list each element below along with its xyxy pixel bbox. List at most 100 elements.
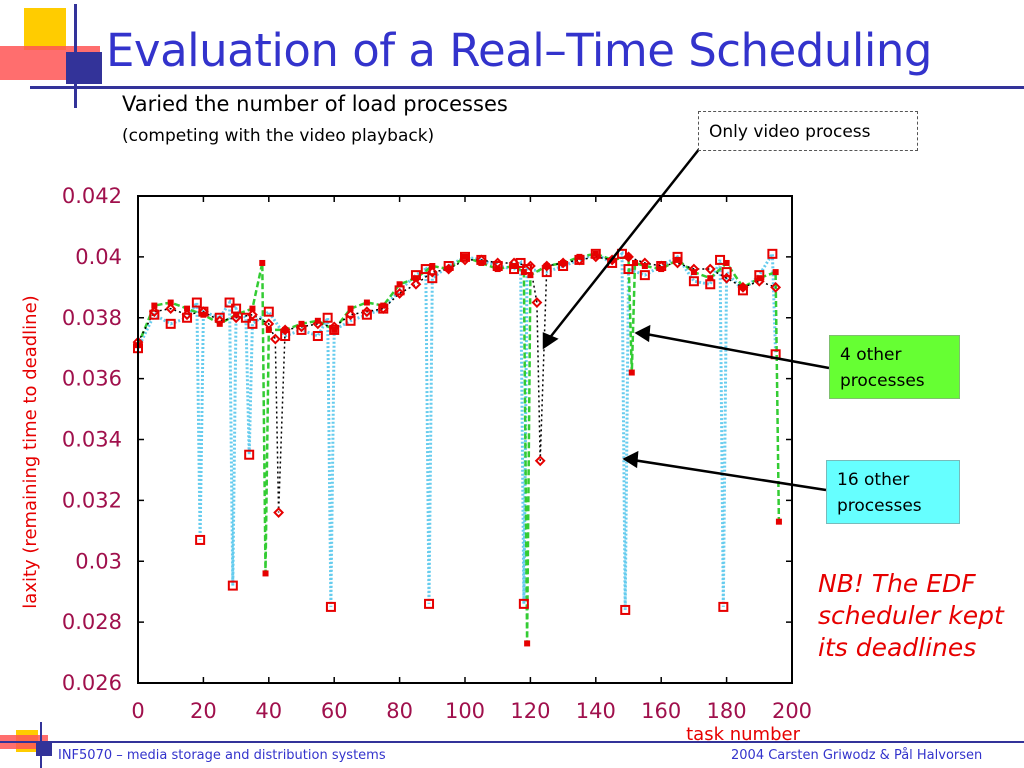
marker-16-processes (227, 580, 238, 591)
marker-16-processes (522, 264, 533, 275)
callout-16-arrowhead (622, 450, 639, 469)
x-tick-label: 120 (510, 699, 550, 723)
marker-4-processes (592, 250, 599, 257)
marker-video (534, 455, 546, 467)
x-tick-label: 20 (190, 699, 217, 723)
marker-16-processes (410, 270, 421, 281)
marker-16-processes (280, 331, 291, 342)
footer-rule (0, 741, 1024, 743)
marker-16-processes (427, 273, 438, 284)
marker-4-processes (396, 281, 403, 288)
marker-16-processes (296, 324, 307, 335)
marker-video (704, 263, 716, 275)
marker-16-processes (165, 318, 176, 329)
marker-4-processes (265, 326, 272, 333)
x-tick-label: 40 (255, 699, 282, 723)
title-rule (30, 86, 1024, 89)
footer-deco-line (40, 722, 42, 768)
marker-4-processes (625, 253, 632, 260)
marker-16-processes (361, 309, 372, 320)
x-tick-label: 60 (321, 699, 348, 723)
marker-4-processes (249, 305, 256, 312)
marker-4-processes (462, 253, 468, 260)
marker-16-processes (224, 297, 235, 308)
marker-16-processes (515, 257, 526, 268)
marker-16-processes (590, 248, 601, 259)
marker-16-processes (509, 264, 520, 275)
x-tick-label: 200 (772, 699, 812, 723)
marker-16-processes (721, 267, 732, 278)
marker-16-processes (639, 270, 650, 281)
marker-16-processes (240, 312, 251, 323)
marker-4-processes (363, 299, 370, 306)
x-tick-label: 80 (386, 699, 413, 723)
marker-4-processes (151, 302, 158, 309)
marker-4-processes (298, 320, 305, 327)
series-line-1 (136, 252, 781, 644)
marker-16-processes (198, 306, 209, 317)
footer-course: INF5070 – media storage and distribution… (58, 748, 386, 763)
marker-16-processes (247, 318, 258, 329)
marker-16-processes (195, 534, 206, 545)
marker-16-processes (329, 324, 340, 335)
marker-16-processes (718, 601, 729, 612)
marker-16-processes (182, 312, 193, 323)
y-tick-label: 0.04 (75, 245, 122, 269)
y-tick-label: 0.028 (62, 610, 122, 634)
marker-16-processes (688, 276, 699, 287)
x-tick-label: 0 (131, 699, 144, 723)
marker-16-processes (378, 303, 389, 314)
marker-4-processes (641, 263, 648, 270)
marker-16-processes (263, 306, 274, 317)
marker-4-processes (707, 275, 714, 282)
marker-4-processes (167, 299, 174, 306)
callout-16-processes: 16 other processes (826, 460, 960, 524)
marker-video (345, 309, 356, 321)
marker-4-processes (331, 326, 338, 333)
marker-16-processes (492, 261, 503, 272)
marker-4-processes (429, 263, 436, 270)
y-tick-label: 0.038 (62, 306, 122, 330)
marker-16-processes (656, 261, 667, 272)
marker-4-processes (314, 317, 321, 324)
callout-16-arrow (632, 458, 827, 492)
marker-4-processes (282, 326, 289, 333)
slide-title: Evaluation of a Real–Time Scheduling (106, 24, 932, 77)
callout-video-arrow (547, 147, 701, 341)
callout-4-arrowhead (634, 324, 651, 343)
deco-yellow-square (24, 8, 66, 50)
marker-4-processes (184, 305, 191, 312)
marker-4-processes (632, 259, 639, 266)
y-tick-label: 0.042 (62, 184, 122, 208)
marker-video (770, 281, 782, 293)
marker-16-processes (394, 285, 405, 296)
marker-video (273, 507, 285, 518)
x-tick-label: 140 (576, 699, 616, 723)
marker-4-processes (216, 320, 223, 327)
marker-16-processes (518, 598, 529, 609)
marker-4-processes (524, 640, 531, 647)
callout-only-video: Only video process (698, 111, 918, 151)
marker-16-processes (424, 598, 435, 609)
deco-vertical-line (74, 4, 77, 108)
marker-16-processes (191, 297, 202, 308)
marker-4-processes (543, 263, 550, 270)
marker-16-processes (312, 331, 323, 342)
marker-video (269, 333, 281, 345)
marker-4-processes (772, 269, 779, 276)
marker-4-processes (723, 259, 730, 266)
marker-16-processes (705, 279, 716, 290)
x-tick-label: 100 (445, 699, 485, 723)
y-tick-label: 0.036 (62, 367, 122, 391)
marker-4-processes (259, 259, 266, 266)
marker-16-processes (460, 251, 470, 262)
series-line-2 (136, 248, 778, 610)
callout-4-arrow (645, 332, 830, 370)
y-axis-label: laxity (remaining time to deadline) (20, 295, 41, 608)
marker-4-processes (233, 311, 240, 318)
x-tick-label: 160 (641, 699, 681, 723)
marker-16-processes (541, 267, 552, 278)
marker-4-processes (775, 518, 782, 525)
y-tick-label: 0.034 (62, 428, 122, 452)
